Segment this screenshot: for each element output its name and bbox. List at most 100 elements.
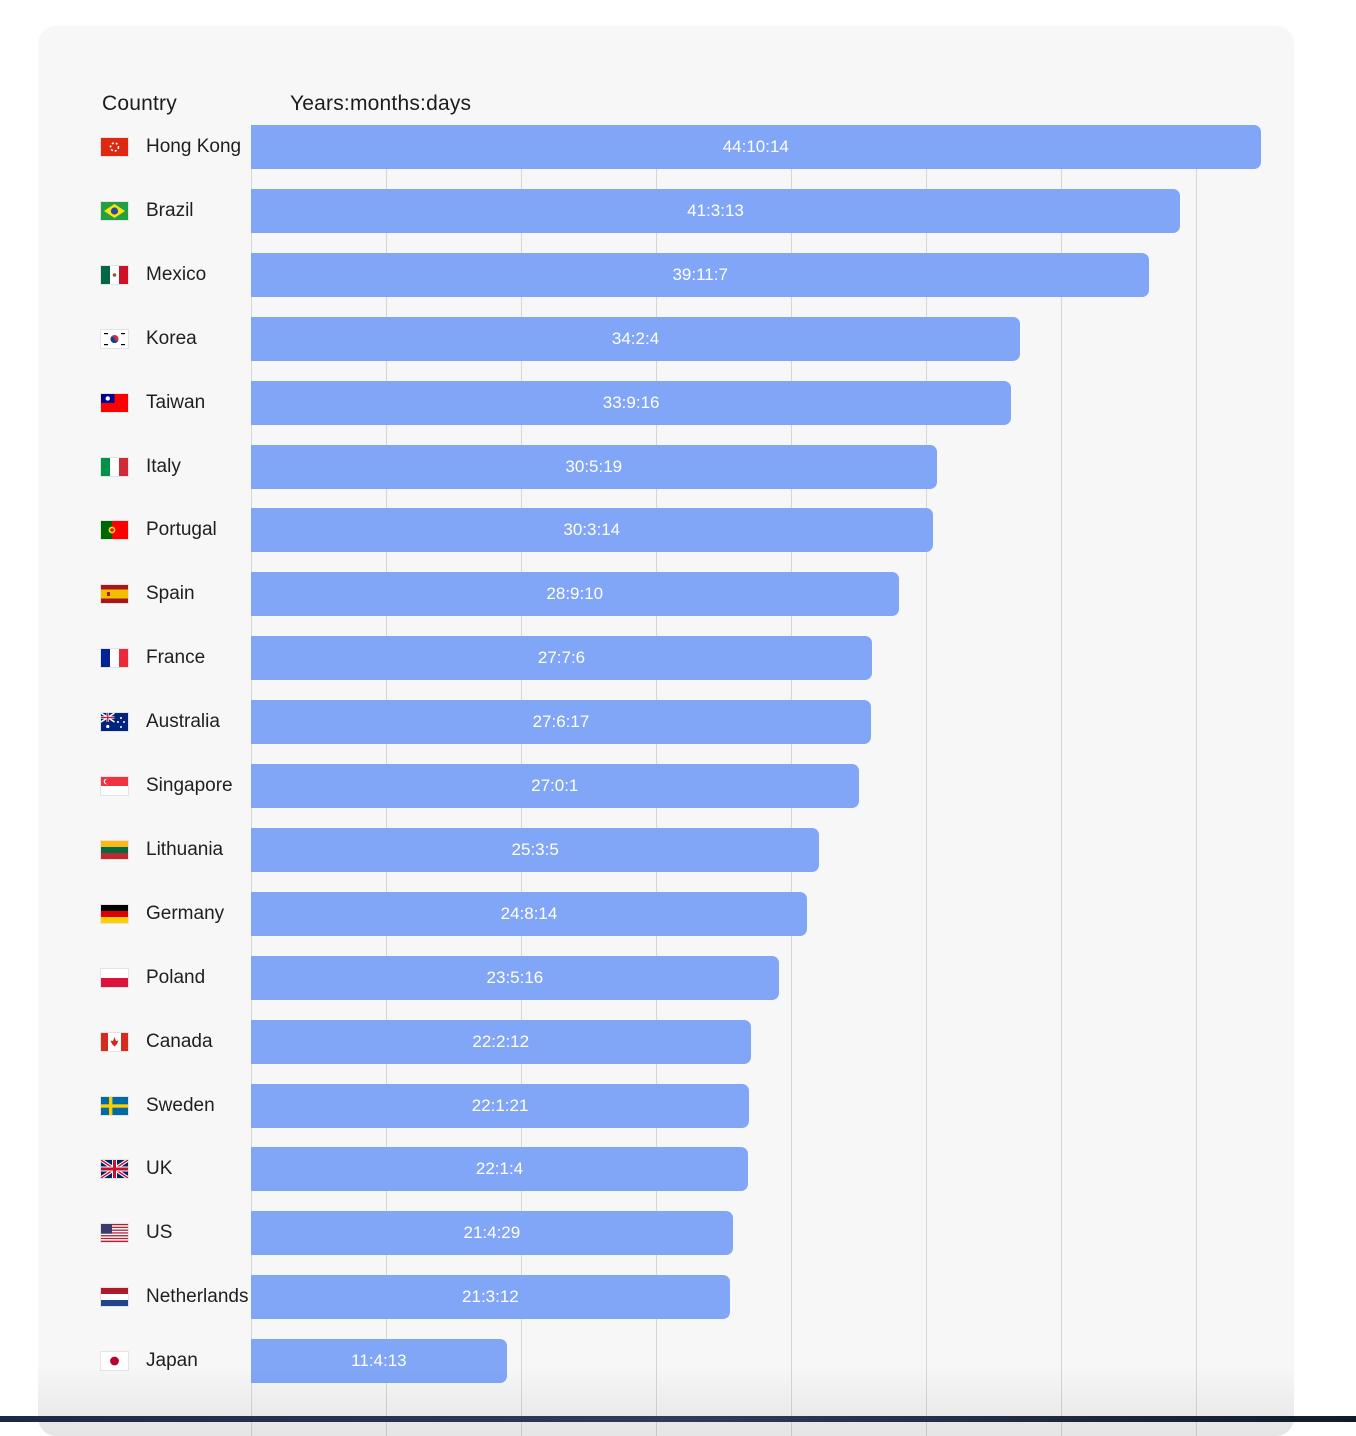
- bar-value-label: 34:2:4: [611, 328, 660, 348]
- spain-flag-icon: [101, 585, 128, 604]
- bar-value-label: 25:3:5: [511, 839, 559, 859]
- bar-value-label: 30:3:14: [563, 520, 621, 540]
- bar-value-label: 21:4:29: [463, 1223, 521, 1243]
- country-name: US: [146, 1222, 173, 1244]
- bar: 21:3:12: [251, 1275, 730, 1320]
- bar-value-label: 21:3:12: [462, 1287, 519, 1307]
- country-name: Netherlands: [146, 1286, 249, 1308]
- country-label: Portugal: [101, 508, 217, 552]
- country-name: Taiwan: [146, 391, 206, 413]
- country-name: Hong Kong: [146, 136, 242, 157]
- country-name: France: [146, 647, 206, 669]
- bar-value-label: 11:4:13: [351, 1351, 407, 1371]
- country-label: Mexico: [101, 253, 206, 297]
- bar-value-label: 33:9:16: [602, 392, 660, 412]
- bar: 24:8:14: [251, 891, 807, 936]
- country-label: Canada: [101, 1020, 213, 1064]
- country-label: Korea: [101, 317, 197, 361]
- bar: 11:4:13: [251, 1339, 507, 1384]
- sweden-flag-icon: [101, 1096, 128, 1115]
- country-label: Italy: [101, 445, 181, 489]
- bar-value-label: 27:0:1: [531, 776, 579, 795]
- country-column-header: Country: [102, 92, 177, 115]
- bar: 27:0:1: [251, 764, 859, 808]
- country-label: US: [101, 1211, 172, 1255]
- japan-flag-icon: [101, 1352, 128, 1371]
- bar-value-label: 22:1:21: [471, 1095, 529, 1115]
- bar: 34:2:4: [251, 316, 1021, 361]
- bar: 27:6:17: [251, 700, 871, 745]
- country-label: Sweden: [101, 1084, 215, 1128]
- bar-value-label: 22:2:12: [472, 1031, 530, 1051]
- poland-flag-icon: [101, 968, 128, 987]
- bar: 21:4:29: [251, 1211, 733, 1256]
- country-label: Australia: [101, 700, 220, 744]
- country-label: UK: [101, 1147, 172, 1191]
- bottom-fade: [38, 1366, 1294, 1436]
- country-label: Poland: [101, 956, 205, 1000]
- country-label: France: [101, 636, 205, 680]
- value-column-header: Years:months:days: [290, 92, 472, 115]
- grid-line: [926, 136, 927, 1436]
- bar: 28:9:10: [251, 572, 899, 617]
- taskbar-strip: [0, 1416, 1356, 1422]
- bar: 41:3:13: [251, 188, 1181, 233]
- portugal-flag-icon: [101, 521, 128, 540]
- country-label: Hong Kong: [101, 125, 241, 169]
- country-name: Brazil: [146, 199, 194, 221]
- korea-flag-icon: [101, 329, 128, 348]
- italy-flag-icon: [101, 457, 128, 476]
- germany-flag-icon: [101, 904, 128, 923]
- bar: 22:1:4: [251, 1147, 749, 1192]
- country-name: Italy: [146, 455, 181, 477]
- us-flag-icon: [101, 1224, 128, 1243]
- grid-line: [1061, 136, 1062, 1436]
- country-name: Sweden: [146, 1094, 215, 1116]
- country-name: Mexico: [146, 263, 207, 285]
- bar: 33:9:16: [251, 380, 1012, 425]
- canada-flag-icon: [101, 1032, 128, 1051]
- country-name: Korea: [146, 327, 197, 349]
- bar-value-label: 44:10:14: [722, 137, 789, 156]
- singapore-flag-icon: [101, 777, 128, 795]
- bar: 22:2:12: [251, 1019, 751, 1064]
- country-name: Australia: [146, 711, 220, 733]
- country-label: Japan: [101, 1339, 198, 1383]
- hong-kong-flag-icon: [101, 138, 128, 156]
- bar-value-label: 30:5:19: [565, 456, 623, 476]
- chart-card: Country Years:months:days Hong Kong 44:10…: [38, 26, 1294, 1436]
- bar: 23:5:16: [251, 955, 779, 1000]
- bar: 25:3:5: [251, 827, 820, 872]
- bar: 30:5:19: [251, 444, 937, 489]
- grid-line: [1196, 136, 1197, 1436]
- country-name: Japan: [146, 1350, 198, 1372]
- bar-value-label: 41:3:13: [687, 200, 744, 220]
- brazil-flag-icon: [101, 201, 128, 220]
- bar-value-label: 23:5:16: [486, 967, 544, 987]
- bar-value-label: 27:7:6: [537, 648, 586, 668]
- country-label: Germany: [101, 892, 224, 936]
- country-label: Brazil: [101, 189, 194, 233]
- australia-flag-icon: [101, 713, 128, 732]
- country-name: Canada: [146, 1030, 213, 1052]
- bar-value-label: 28:9:10: [546, 584, 604, 604]
- bar-value-label: 39:11:7: [672, 264, 728, 284]
- country-label: Singapore: [101, 764, 233, 808]
- france-flag-icon: [101, 649, 128, 668]
- country-name: Portugal: [146, 519, 217, 541]
- country-name: Germany: [146, 902, 225, 924]
- uk-flag-icon: [101, 1160, 128, 1179]
- bar: 39:11:7: [251, 252, 1150, 297]
- bar-value-label: 24:8:14: [500, 903, 558, 923]
- bar: 27:7:6: [251, 636, 872, 681]
- mexico-flag-icon: [101, 265, 128, 284]
- country-label: Lithuania: [101, 828, 223, 872]
- lithuania-flag-icon: [101, 840, 128, 859]
- country-label: Spain: [101, 572, 195, 616]
- taiwan-flag-icon: [101, 393, 128, 412]
- country-label: Taiwan: [101, 381, 205, 425]
- bar-value-label: 27:6:17: [532, 712, 590, 732]
- country-label: Netherlands: [101, 1275, 248, 1319]
- bar: 22:1:21: [251, 1083, 750, 1128]
- country-name: Poland: [146, 966, 206, 988]
